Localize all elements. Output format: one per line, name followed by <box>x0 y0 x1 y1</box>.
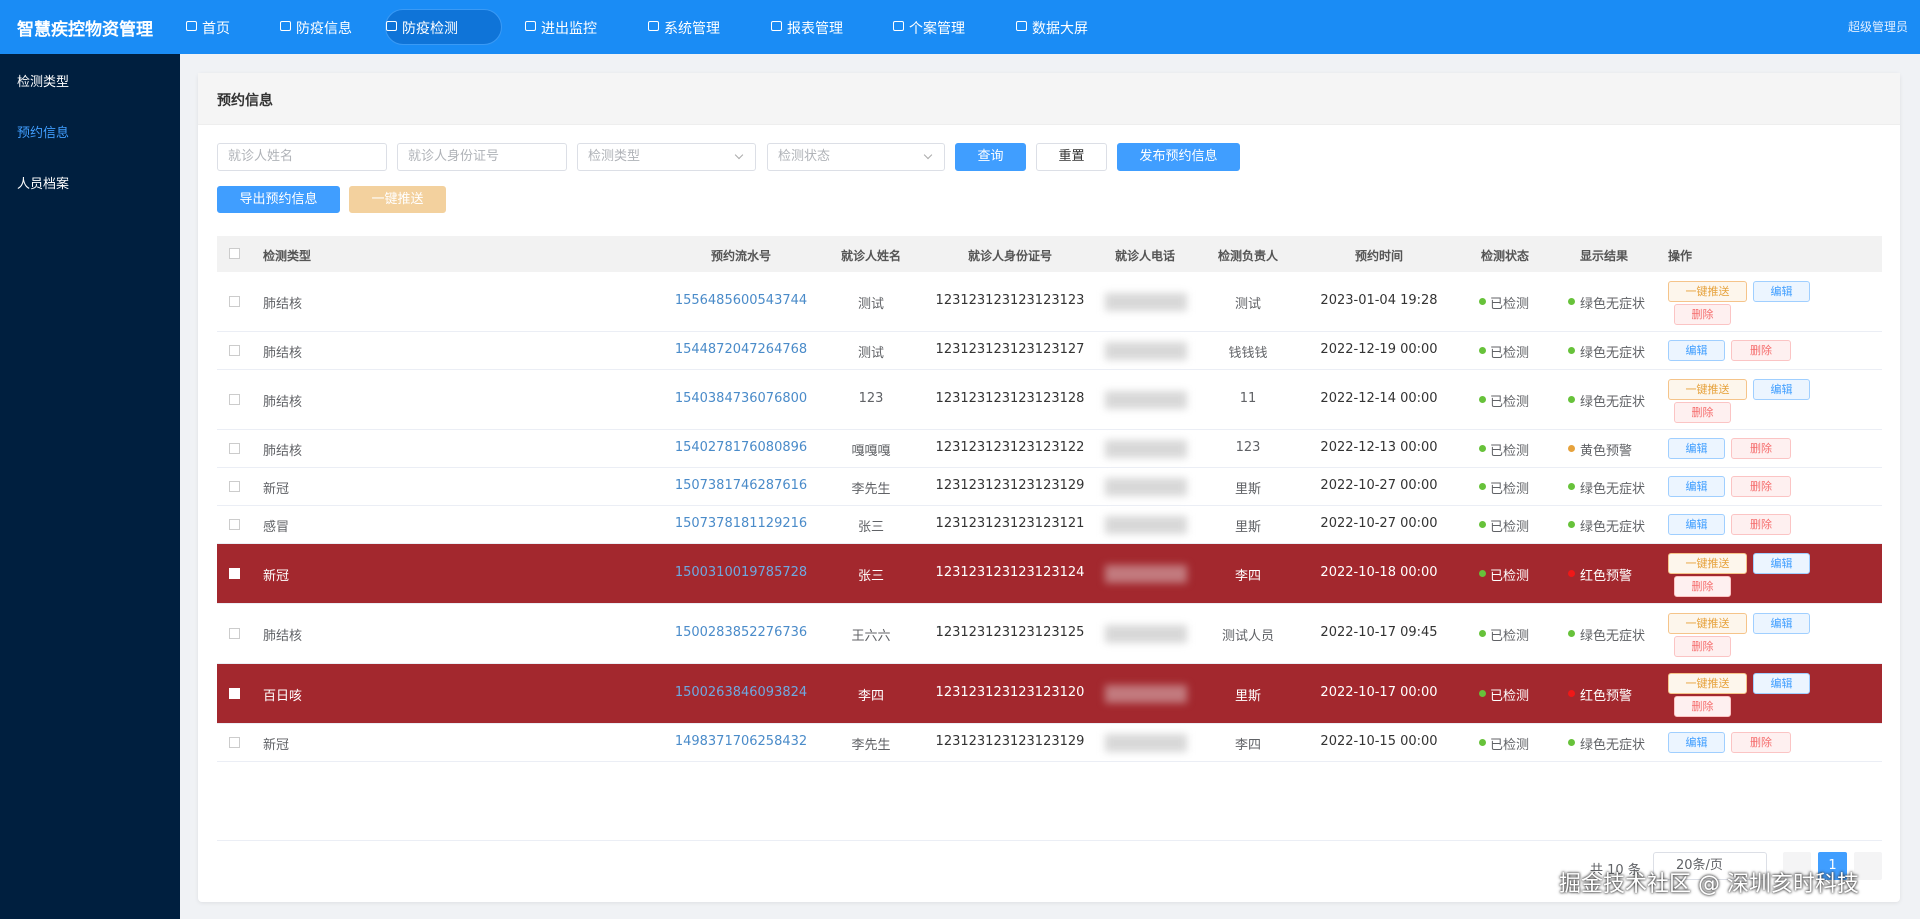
action-button[interactable]: 一键推送 <box>1668 553 1747 574</box>
filter-input[interactable]: 检测状态 <box>767 143 945 171</box>
nav-icon <box>525 21 536 31</box>
action-button[interactable]: 删除 <box>1731 514 1791 535</box>
card: 预约信息 <box>198 73 1900 902</box>
action-button[interactable]: 编辑 <box>1753 553 1810 574</box>
action-button[interactable]: 编辑 <box>1753 613 1810 634</box>
nav-icon <box>280 21 291 31</box>
filter-input[interactable]: 检测类型 <box>577 143 756 171</box>
action-button[interactable]: 一键推送 <box>1668 613 1747 634</box>
checkbox[interactable] <box>229 519 240 530</box>
nav-item[interactable]: 数据大屏 <box>1032 21 1088 37</box>
nav-icon <box>893 21 904 31</box>
checkbox[interactable] <box>229 296 240 307</box>
nav-item[interactable]: 进出监控 <box>541 21 597 37</box>
checkbox[interactable] <box>229 443 240 454</box>
nav-item[interactable]: 防疫信息 <box>296 21 352 37</box>
action-button[interactable]: 删除 <box>1674 636 1731 657</box>
action-button[interactable]: 编辑 <box>1668 438 1725 459</box>
action-button[interactable]: 编辑 <box>1753 379 1810 400</box>
checkbox[interactable] <box>229 481 240 492</box>
action-button[interactable]: 编辑 <box>1753 281 1810 302</box>
action-button[interactable]: 一键推送 <box>1668 673 1747 694</box>
filter-input[interactable]: 就诊人姓名 <box>217 143 387 171</box>
checkbox[interactable] <box>229 628 240 639</box>
nav-item[interactable]: 报表管理 <box>787 21 843 37</box>
nav-item[interactable]: 首页 <box>202 21 230 37</box>
action-button[interactable]: 编辑 <box>1668 340 1725 361</box>
nav-item[interactable]: 个案管理 <box>909 21 965 37</box>
checkbox[interactable] <box>229 568 240 579</box>
checkbox[interactable] <box>229 345 240 356</box>
action-button[interactable]: 删除 <box>1674 576 1731 597</box>
app-title: 智慧疾控物资管理 <box>17 20 153 40</box>
sidebar-item[interactable]: 人员档案 <box>17 177 70 192</box>
checkbox[interactable] <box>229 737 240 748</box>
nav-item[interactable]: 系统管理 <box>664 21 720 37</box>
action-button[interactable]: 一键推送 <box>1668 281 1747 302</box>
filter-input[interactable]: 就诊人身份证号 <box>397 143 567 171</box>
nav-item[interactable]: 防疫检测 <box>402 21 458 37</box>
nav-icon <box>386 21 397 31</box>
action-button[interactable]: 删除 <box>1674 402 1731 423</box>
nav-icon <box>1016 21 1027 31</box>
sidebar: 检测类型预约信息人员档案 <box>0 54 180 919</box>
nav-active-bg <box>385 9 502 45</box>
action-button[interactable]: 删除 <box>1731 476 1791 497</box>
action-button[interactable]: 编辑 <box>1668 514 1725 535</box>
checkbox[interactable] <box>229 394 240 405</box>
checkbox[interactable] <box>229 688 240 699</box>
action-button[interactable]: 编辑 <box>1668 476 1725 497</box>
action-button[interactable]: 删除 <box>1674 696 1731 717</box>
card-title: 预约信息 <box>217 93 273 109</box>
top-bar: 智慧疾控物资管理 超级管理员 首页 防疫信息 防疫检测 进出监控 系统管理 报表管理 个案管… <box>0 0 1920 54</box>
action-button[interactable]: 编辑 <box>1668 732 1725 753</box>
user-name[interactable]: 超级管理员 <box>1847 20 1908 34</box>
action-button[interactable]: 删除 <box>1731 340 1791 361</box>
nav-icon <box>771 21 782 31</box>
action-button[interactable]: 一键推送 <box>1668 379 1747 400</box>
page-size-select[interactable]: 20条/页 <box>1653 852 1767 880</box>
nav-icon <box>186 21 197 31</box>
action-button[interactable]: 删除 <box>1674 304 1731 325</box>
nav-icon <box>648 21 659 31</box>
sidebar-item[interactable]: 预约信息 <box>17 126 70 141</box>
sidebar-item[interactable]: 检测类型 <box>17 75 70 90</box>
action-button[interactable]: 删除 <box>1731 732 1791 753</box>
action-button[interactable]: 编辑 <box>1753 673 1810 694</box>
action-button[interactable]: 删除 <box>1731 438 1791 459</box>
